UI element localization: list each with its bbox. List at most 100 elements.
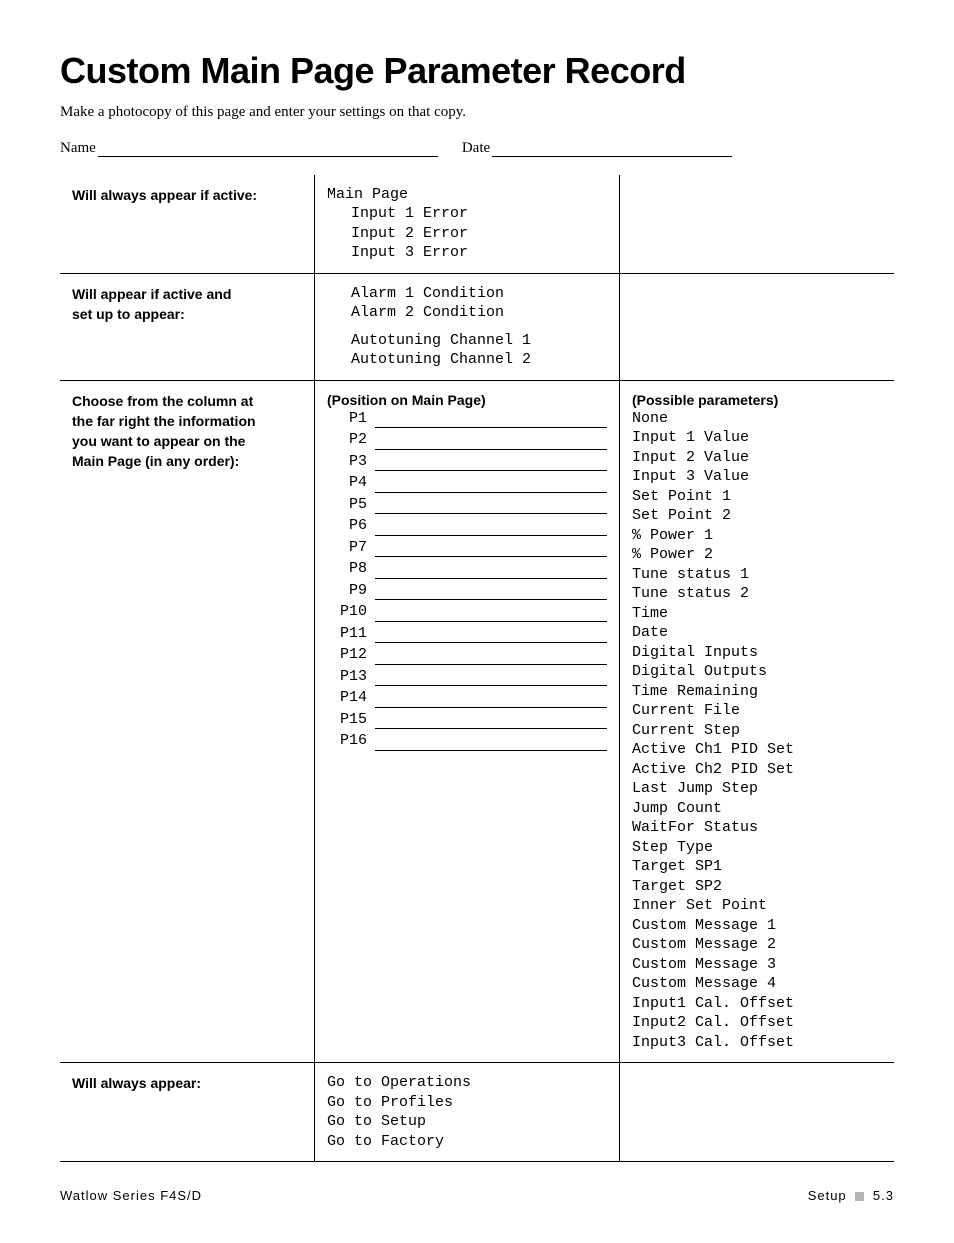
row3-left-line: you want to appear on the — [72, 431, 302, 451]
parameter-item: Target SP1 — [632, 857, 882, 877]
position-row: P11 — [327, 624, 607, 644]
name-input-line[interactable] — [98, 139, 438, 157]
row4-mid-item: Go to Profiles — [327, 1093, 607, 1113]
row3-left-line: Choose from the column at — [72, 391, 302, 411]
parameter-item: Time Remaining — [632, 682, 882, 702]
position-label: P11 — [327, 624, 375, 644]
parameter-item: Digital Inputs — [632, 643, 882, 663]
parameter-item: Current File — [632, 701, 882, 721]
position-heading: (Position on Main Page) — [327, 391, 607, 409]
row3-left: Choose from the column at the far right … — [60, 380, 315, 1063]
position-input-line[interactable] — [375, 735, 607, 751]
name-date-line: Name Date — [60, 139, 894, 157]
parameter-item: Input 3 Value — [632, 467, 882, 487]
footer-section: Setup — [808, 1188, 847, 1203]
position-input-line[interactable] — [375, 434, 607, 450]
position-input-line[interactable] — [375, 584, 607, 600]
parameter-item: Target SP2 — [632, 877, 882, 897]
position-label: P12 — [327, 645, 375, 665]
position-input-line[interactable] — [375, 498, 607, 514]
parameter-item: Input3 Cal. Offset — [632, 1033, 882, 1053]
parameter-item: Active Ch2 PID Set — [632, 760, 882, 780]
footer-right: Setup 5.3 — [808, 1188, 894, 1203]
row4-mid: Go to Operations Go to Profiles Go to Se… — [315, 1063, 620, 1162]
row4-mid-item: Go to Operations — [327, 1073, 607, 1093]
position-label: P15 — [327, 710, 375, 730]
position-label: P14 — [327, 688, 375, 708]
position-label: P6 — [327, 516, 375, 536]
position-row: P5 — [327, 495, 607, 515]
parameter-item: Tune status 1 — [632, 565, 882, 585]
position-label: P10 — [327, 602, 375, 622]
parameter-item: Step Type — [632, 838, 882, 858]
row3-right: (Possible parameters) NoneInput 1 Value I… — [620, 380, 895, 1063]
parameter-item: % Power 1 — [632, 526, 882, 546]
parameter-item: Input1 Cal. Offset — [632, 994, 882, 1014]
position-row: P9 — [327, 581, 607, 601]
position-input-line[interactable] — [375, 649, 607, 665]
position-row: P6 — [327, 516, 607, 536]
row1-mid-item: Input 1 Error — [327, 204, 607, 224]
position-input-line[interactable] — [375, 563, 607, 579]
position-row: P10 — [327, 602, 607, 622]
row1-left: Will always appear if active: — [60, 175, 315, 274]
date-input-line[interactable] — [492, 139, 732, 157]
table-row: Will always appear: Go to Operations Go … — [60, 1063, 894, 1162]
parameter-item: Digital Outputs — [632, 662, 882, 682]
parameter-item: Tune status 2 — [632, 584, 882, 604]
position-label: P3 — [327, 452, 375, 472]
position-row: P8 — [327, 559, 607, 579]
position-input-line[interactable] — [375, 541, 607, 557]
position-input-line[interactable] — [375, 627, 607, 643]
position-label: P1 — [327, 409, 375, 429]
row3-left-line: the far right the information — [72, 411, 302, 431]
row4-mid-item: Go to Setup — [327, 1112, 607, 1132]
row1-mid: Main Page Input 1 Error Input 2 Error In… — [315, 175, 620, 274]
table-row: Choose from the column at the far right … — [60, 380, 894, 1063]
parameter-item: Set Point 2 — [632, 506, 882, 526]
square-icon — [855, 1192, 864, 1201]
row3-mid: (Position on Main Page) P1P2P3P4P5P6P7P8… — [315, 380, 620, 1063]
row1-right — [620, 175, 895, 274]
row4-right — [620, 1063, 895, 1162]
position-input-line[interactable] — [375, 412, 607, 428]
position-input-line[interactable] — [375, 455, 607, 471]
position-row: P3 — [327, 452, 607, 472]
row2-mid-item: Alarm 2 Condition — [327, 303, 607, 323]
row3-left-line: Main Page (in any order): — [72, 451, 302, 471]
position-label: P5 — [327, 495, 375, 515]
footer-left: Watlow Series F4S/D — [60, 1188, 202, 1203]
position-input-line[interactable] — [375, 606, 607, 622]
parameters-heading: (Possible parameters) — [632, 391, 882, 409]
parameter-item: None — [632, 409, 882, 429]
row4-left: Will always appear: — [60, 1063, 315, 1162]
row2-left-line: Will appear if active and — [72, 284, 302, 304]
position-label: P4 — [327, 473, 375, 493]
position-input-line[interactable] — [375, 520, 607, 536]
parameter-item: Set Point 1 — [632, 487, 882, 507]
position-input-line[interactable] — [375, 713, 607, 729]
row1-mid-item: Input 2 Error — [327, 224, 607, 244]
position-input-line[interactable] — [375, 692, 607, 708]
parameter-item: Date — [632, 623, 882, 643]
row2-mid: Alarm 1 Condition Alarm 2 Condition Auto… — [315, 273, 620, 380]
position-row: P16 — [327, 731, 607, 751]
page-footer: Watlow Series F4S/D Setup 5.3 — [60, 1188, 894, 1203]
position-row: P13 — [327, 667, 607, 687]
parameter-item: Custom Message 3 — [632, 955, 882, 975]
table-row: Will appear if active and set up to appe… — [60, 273, 894, 380]
intro-text: Make a photocopy of this page and enter … — [60, 104, 894, 121]
position-input-line[interactable] — [375, 477, 607, 493]
position-row: P14 — [327, 688, 607, 708]
position-row: P15 — [327, 710, 607, 730]
name-label: Name — [60, 140, 96, 157]
position-input-line[interactable] — [375, 670, 607, 686]
parameter-table: Will always appear if active: Main Page … — [60, 175, 894, 1163]
parameter-item: Inner Set Point — [632, 896, 882, 916]
row2-mid-item: Alarm 1 Condition — [327, 284, 607, 304]
parameter-item: Input 1 Value — [632, 428, 882, 448]
table-row: Will always appear if active: Main Page … — [60, 175, 894, 274]
position-row: P1 — [327, 409, 607, 429]
parameter-item: % Power 2 — [632, 545, 882, 565]
parameter-item: Custom Message 1 — [632, 916, 882, 936]
